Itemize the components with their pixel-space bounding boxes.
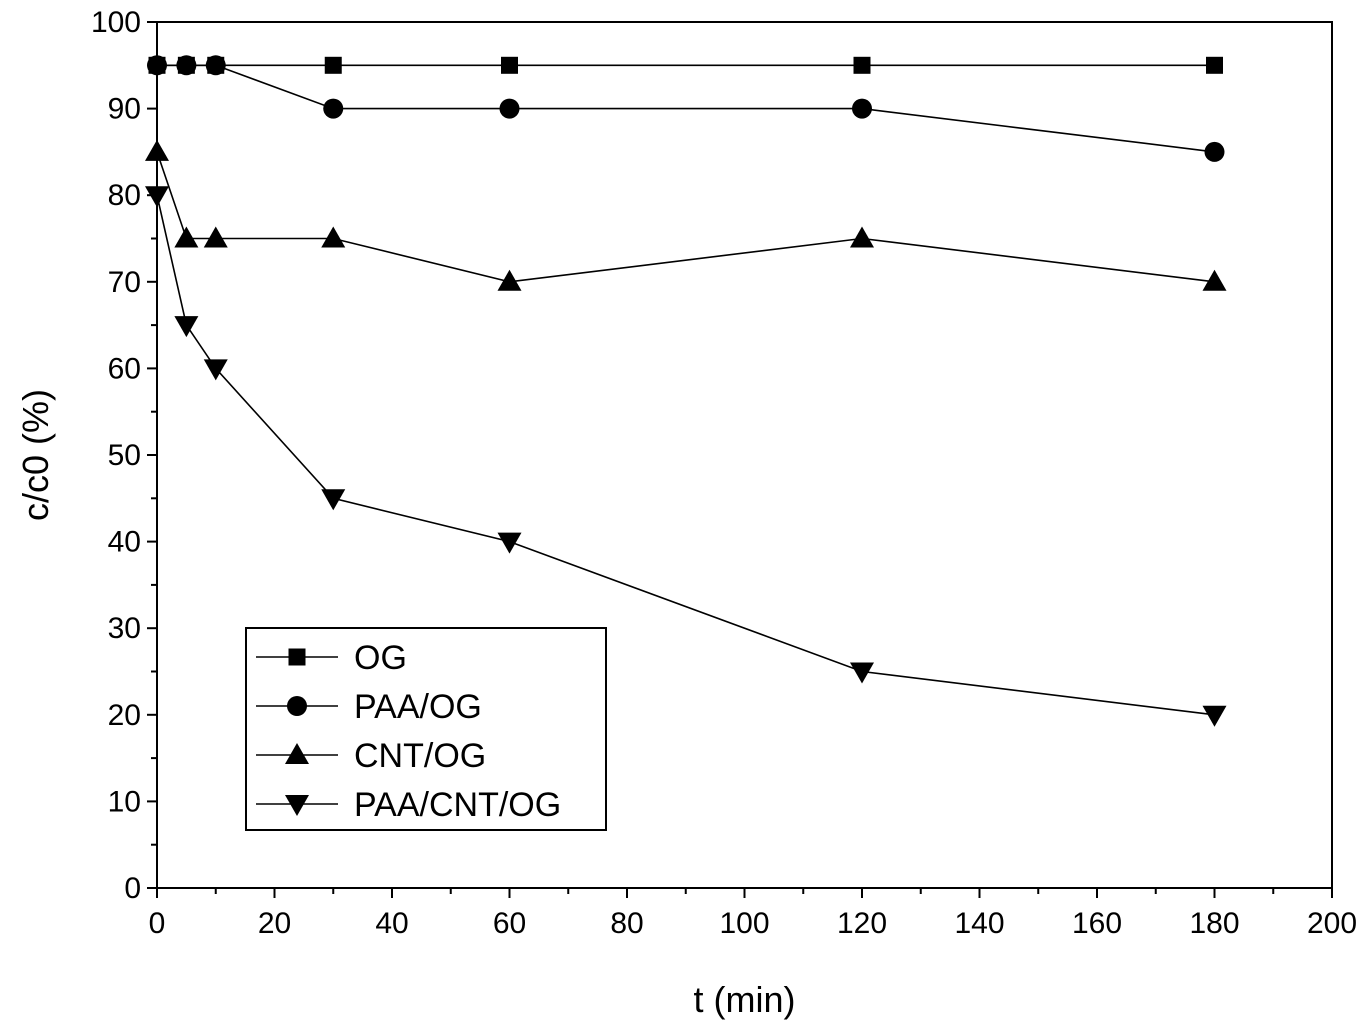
data-point [321, 226, 346, 248]
legend-label: CNT/OG [354, 737, 486, 775]
x-tick-label: 160 [1072, 907, 1122, 940]
legend-marker [285, 743, 309, 764]
legend-label: PAA/OG [354, 688, 482, 726]
data-point [324, 56, 342, 74]
legend-marker [287, 696, 307, 716]
data-point [850, 226, 874, 248]
series-line [157, 64, 1215, 153]
data-point [145, 186, 169, 208]
data-point [499, 98, 520, 119]
y-tick-label: 30 [108, 612, 141, 645]
data-point [497, 269, 522, 291]
legend-label: OG [354, 639, 407, 677]
data-point [497, 532, 522, 554]
legend-item: CNT/OG [256, 737, 486, 775]
data-point [205, 55, 226, 76]
data-point [176, 55, 197, 76]
y-tick-label: 90 [108, 93, 141, 126]
data-point [852, 98, 872, 119]
x-tick-label: 0 [149, 907, 166, 940]
legend-marker [288, 648, 306, 666]
data-point [323, 98, 344, 119]
data-point [174, 226, 199, 248]
legend-item: PAA/OG [256, 688, 482, 726]
data-point [1206, 56, 1223, 74]
y-tick-label: 80 [108, 179, 141, 212]
legend-item: OG [256, 639, 407, 677]
legend: OG PAA/OG CNT/OG PAA/CNT/OG [245, 627, 607, 831]
data-point [147, 55, 167, 76]
data-point [321, 489, 346, 511]
data-point [1202, 269, 1227, 291]
axes: 0 20 40 60 80 100 120 140 160 180 200 0 10 20 30 40 50 60… [91, 6, 1357, 940]
x-tick-label: 120 [837, 907, 887, 940]
x-tick-label: 60 [493, 907, 526, 940]
y-axis-title: c/c0 (%) [15, 389, 56, 521]
y-tick-label: 50 [108, 439, 141, 472]
x-tick-label: 180 [1189, 907, 1239, 940]
x-tick-label: 40 [375, 907, 408, 940]
data-point [1202, 705, 1227, 727]
x-tick-label: 100 [719, 907, 769, 940]
data-point [1204, 141, 1225, 162]
legend-marker [285, 795, 309, 816]
data-point [174, 316, 199, 338]
x-tick-label: 20 [258, 907, 291, 940]
series-paa-cnt-og [145, 186, 1227, 727]
x-tick-label: 200 [1307, 907, 1357, 940]
y-tick-label: 100 [91, 6, 141, 39]
x-tick-label: 80 [610, 907, 643, 940]
y-tick-label: 70 [108, 266, 141, 299]
data-point [203, 226, 228, 248]
series-cnt-og [145, 139, 1227, 291]
data-point [145, 139, 169, 161]
data-point [853, 56, 871, 74]
series-line [156, 151, 1215, 283]
legend-label: PAA/CNT/OG [354, 786, 561, 824]
y-tick-label: 60 [108, 352, 141, 385]
x-tick-label: 140 [954, 907, 1004, 940]
series-paa-og [147, 55, 1225, 162]
y-tick-label: 40 [108, 526, 141, 559]
x-axis-title: t (min) [694, 979, 796, 1020]
series-og [148, 56, 1223, 74]
data-point [850, 662, 874, 684]
data-point [501, 56, 518, 74]
data-point [203, 359, 228, 381]
y-tick-label: 10 [108, 785, 141, 818]
y-tick-label: 20 [108, 699, 141, 732]
legend-item: PAA/CNT/OG [256, 786, 561, 824]
y-tick-label: 0 [124, 872, 141, 905]
series-group [145, 55, 1227, 727]
